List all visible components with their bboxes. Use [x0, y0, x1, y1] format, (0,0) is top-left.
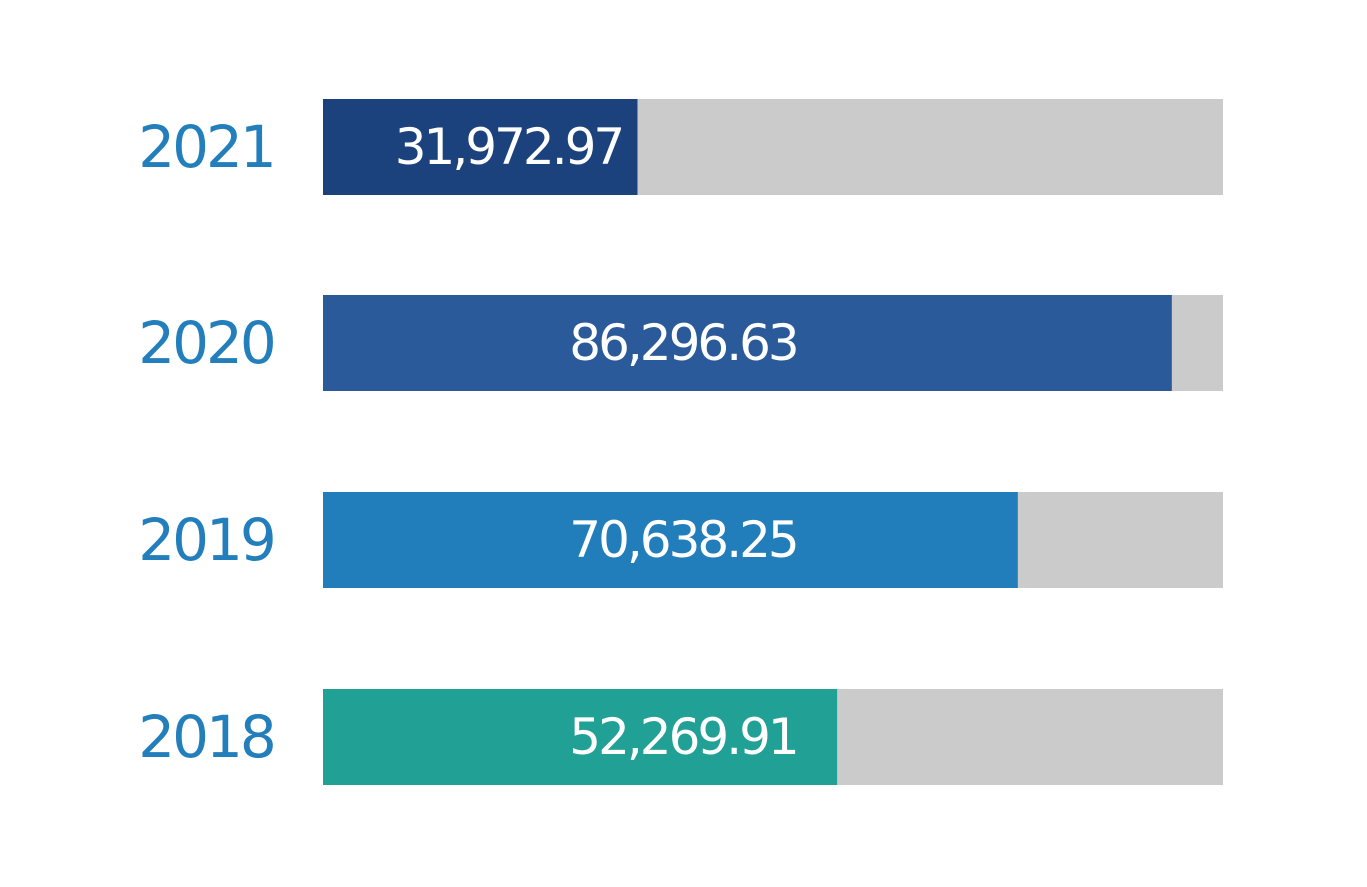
bar-2021 — [323, 99, 638, 195]
category-label-2019: 2019 — [138, 506, 274, 574]
bar-row-2021: 2021 31,972.97 — [138, 99, 1223, 195]
bar-row-2020: 2020 86,296.63 — [138, 295, 1223, 391]
value-label-2018: 52,269.91 — [569, 708, 796, 766]
category-label-2021: 2021 — [138, 113, 274, 181]
category-label-2020: 2020 — [138, 309, 274, 377]
value-label-2019: 70,638.25 — [569, 511, 796, 569]
category-label-2018: 2018 — [138, 703, 274, 771]
bar-2018 — [323, 689, 838, 785]
bar-row-2019: 2019 70,638.25 — [138, 492, 1223, 588]
value-label-2021: 31,972.97 — [395, 118, 622, 176]
bar-2020 — [323, 295, 1172, 391]
bar-2019 — [323, 492, 1018, 588]
bar-row-2018: 2018 52,269.91 — [138, 689, 1223, 785]
value-label-2020: 86,296.63 — [569, 314, 796, 372]
